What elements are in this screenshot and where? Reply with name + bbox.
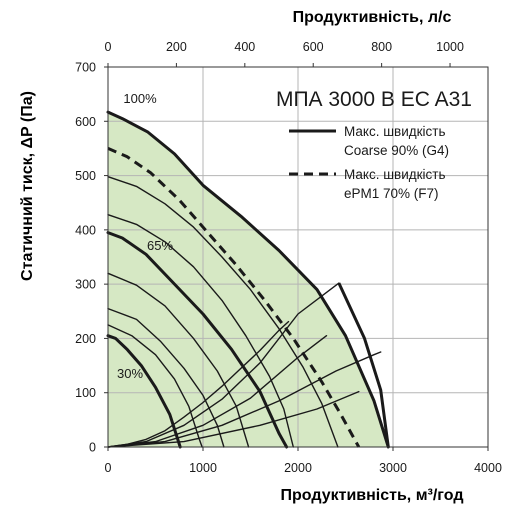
fan-curve-55pct xyxy=(107,272,250,448)
y-tick-label: 500 xyxy=(75,169,96,183)
fan-curve-65pct xyxy=(106,231,289,449)
x-tick-label: 1000 xyxy=(189,461,217,475)
y-axis-title: Статичний тиск, ΔP (Па) xyxy=(19,91,36,281)
y-tick-label: 300 xyxy=(75,278,96,292)
y-tick-label: 600 xyxy=(75,115,96,129)
left-axis-ticks: 0 100 200 300 400 500 600 700 xyxy=(75,61,108,455)
bottom-axis-ticks: 0 1000 2000 3000 4000 xyxy=(105,447,502,475)
x2-tick-label: 600 xyxy=(303,40,324,54)
x2-tick-label: 400 xyxy=(234,40,255,54)
x2-tick-label: 800 xyxy=(371,40,392,54)
y-tick-label: 700 xyxy=(75,61,96,75)
x-tick-label: 0 xyxy=(105,461,112,475)
fan-curve-45pct xyxy=(107,307,225,448)
system-curve xyxy=(107,282,340,448)
x-tick-label: 3000 xyxy=(379,461,407,475)
x2-tick-label: 0 xyxy=(105,40,112,54)
fan-curve-100pct xyxy=(106,110,390,449)
fan-curve-80pct xyxy=(107,214,294,448)
system-curve xyxy=(107,390,360,448)
legend-label-line2: ePM1 70% (F7) xyxy=(344,186,439,201)
y-tick-label: 100 xyxy=(75,386,96,400)
x-tick-label: 4000 xyxy=(474,461,502,475)
x-tick-label: 2000 xyxy=(284,461,312,475)
system-curve xyxy=(107,351,382,448)
filter-f7-limit-line xyxy=(107,147,361,448)
y-tick-label: 400 xyxy=(75,223,96,237)
fan-curve-40pct xyxy=(107,324,203,448)
operating-area xyxy=(108,112,389,447)
speed-label: 65% xyxy=(147,238,173,253)
legend-label-line1: Макс. швидкість xyxy=(344,124,446,139)
system-curve xyxy=(107,320,290,448)
y-tick-label: 0 xyxy=(89,441,96,455)
fan-curve-30pct xyxy=(106,334,182,449)
x2-tick-label: 200 xyxy=(166,40,187,54)
bottom-axis-title: Продуктивність, м³/год xyxy=(281,487,464,504)
legend: Макс. швидкість Coarse 90% (G4) Макс. швид… xyxy=(289,124,449,201)
filter-g4-limit-line xyxy=(337,282,390,448)
fan-curve-90pct xyxy=(107,176,339,448)
y-tick-label: 200 xyxy=(75,332,96,346)
top-axis-ticks: 0 200 400 600 800 1000 xyxy=(105,40,464,67)
legend-label-line2: Coarse 90% (G4) xyxy=(344,143,449,158)
top-axis-title: Продуктивність, л/с xyxy=(293,9,452,26)
x2-tick-label: 1000 xyxy=(436,40,464,54)
operating-area-fill xyxy=(108,112,389,447)
speed-labels: 100% 65% 30% xyxy=(117,91,173,381)
speed-label: 100% xyxy=(123,91,157,106)
chart-model-title: МПА 3000 B EC A31 xyxy=(276,88,472,111)
legend-label-line1: Макс. швидкість xyxy=(344,167,446,182)
fan-curves xyxy=(106,110,390,449)
speed-label: 30% xyxy=(117,366,143,381)
